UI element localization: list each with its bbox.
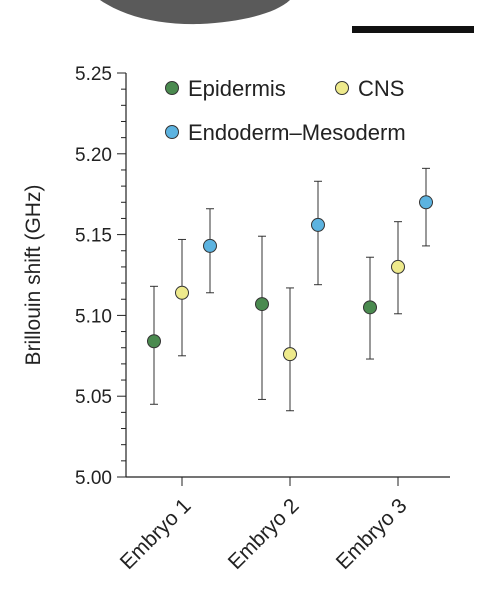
- data-point: [391, 259, 405, 274]
- data-point: [147, 334, 161, 349]
- cropped-image-strip: [100, 0, 290, 25]
- x-tick-label: Embryo 2: [224, 494, 304, 574]
- marks: [147, 167, 433, 412]
- legend-label-epidermis: Epidermis: [188, 76, 286, 101]
- data-point: [363, 300, 377, 315]
- legend-label-endoderm-mesoderm: Endoderm–Mesoderm: [188, 120, 406, 145]
- legend-label-cns: CNS: [358, 76, 404, 101]
- scale-bar: [352, 26, 474, 33]
- data-point: [203, 238, 217, 253]
- y-tick-label: 5.25: [75, 64, 112, 85]
- y-tick-label: 5.15: [75, 226, 112, 247]
- y-tick-label: 5.05: [75, 387, 112, 408]
- data-point: [283, 347, 297, 362]
- y-tick-label: 5.00: [75, 468, 112, 489]
- y-tick-label: 5.20: [75, 145, 112, 166]
- data-point: [255, 297, 269, 312]
- data-point: [311, 217, 325, 232]
- data-point: [419, 195, 433, 210]
- y-tick-label: 5.10: [75, 306, 112, 327]
- legend-marker-epidermis: [165, 81, 179, 95]
- legend: Epidermis CNS Endoderm–Mesoderm: [165, 76, 406, 145]
- x-tick-label: Embryo 3: [332, 494, 412, 574]
- data-point: [175, 285, 189, 300]
- legend-marker-cns: [335, 81, 349, 95]
- y-axis-title: Brillouin shift (GHz): [22, 185, 45, 366]
- x-tick-label: Embryo 1: [116, 494, 196, 574]
- legend-marker-endoderm-mesoderm: [165, 125, 179, 139]
